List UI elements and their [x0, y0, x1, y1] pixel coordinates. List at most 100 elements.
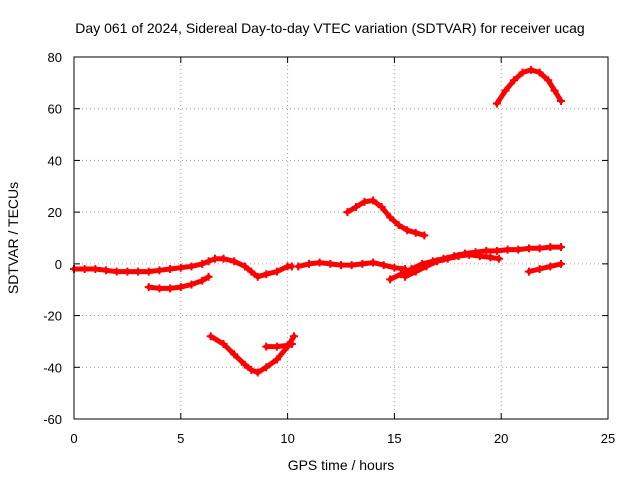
data-point	[422, 262, 431, 271]
data-point	[80, 265, 89, 274]
data-point	[386, 213, 395, 222]
data-point	[262, 270, 271, 279]
y-tick-label: -20	[43, 309, 62, 324]
data-point	[240, 360, 249, 369]
data-point	[411, 228, 420, 237]
data-point	[386, 275, 395, 284]
x-tick-label: 25	[601, 431, 615, 446]
data-point	[253, 368, 262, 377]
data-point	[379, 261, 388, 270]
data-point	[337, 261, 345, 270]
data-point	[272, 355, 281, 364]
series-arc-10	[526, 261, 564, 275]
y-tick-label: -60	[43, 412, 62, 427]
axis-ticks: 0 5 10 15 20 25 -60 -40 -20 0 20 40 60 80	[43, 50, 615, 446]
data-point	[550, 86, 559, 95]
data-point	[204, 257, 213, 266]
data-point	[351, 202, 360, 211]
data-point	[495, 254, 504, 263]
data-point	[272, 342, 281, 351]
data-point	[176, 283, 185, 292]
data-point	[524, 244, 533, 253]
data-point	[206, 332, 215, 341]
data-point	[253, 272, 262, 281]
data-point	[394, 221, 403, 230]
data-point	[166, 265, 175, 274]
data-point	[527, 65, 536, 74]
data-point	[304, 259, 313, 268]
data-point	[294, 262, 303, 271]
x-axis-title: GPS time / hours	[288, 457, 395, 473]
data-point	[546, 262, 555, 271]
data-point	[123, 267, 132, 276]
x-tick-label: 5	[177, 431, 184, 446]
data-point	[433, 257, 442, 266]
data-point	[369, 196, 378, 205]
data-point	[454, 252, 463, 261]
data-point	[465, 250, 474, 259]
data-point	[176, 263, 185, 272]
data-point	[230, 350, 239, 359]
data-point	[524, 267, 533, 276]
data-point	[287, 340, 296, 349]
data-point	[510, 76, 519, 85]
data-point	[492, 99, 501, 108]
data-point	[315, 258, 324, 267]
data-point	[503, 245, 512, 254]
data-point	[403, 226, 412, 235]
data-point	[514, 245, 523, 254]
data-point	[262, 363, 271, 372]
data-point	[396, 270, 405, 279]
y-tick-label: 80	[48, 50, 62, 65]
data-point	[557, 243, 566, 252]
data-point	[247, 267, 256, 276]
data-point	[557, 96, 566, 105]
data-point	[475, 252, 484, 261]
data-point	[326, 259, 335, 268]
plot-frame	[73, 56, 609, 420]
x-tick-label: 15	[387, 431, 401, 446]
data-point	[443, 254, 452, 263]
data-point	[102, 266, 111, 275]
data-point	[482, 246, 491, 255]
series-arc-3	[208, 333, 297, 375]
data-point	[198, 276, 207, 285]
data-point	[347, 261, 356, 270]
x-tick-label: 20	[494, 431, 508, 446]
data-point	[360, 197, 369, 206]
data-point	[544, 76, 553, 85]
data-point	[283, 341, 292, 350]
y-tick-label: 20	[48, 205, 62, 220]
data-point	[187, 280, 196, 289]
data-point	[210, 254, 219, 263]
y-tick-label: 40	[48, 153, 62, 168]
data-point	[219, 340, 228, 349]
data-point	[343, 208, 352, 217]
series-group	[70, 65, 566, 377]
data-point	[411, 267, 420, 276]
data-point	[290, 332, 299, 341]
data-point	[501, 86, 510, 95]
data-point	[486, 253, 495, 262]
data-point	[230, 257, 239, 266]
data-point	[204, 272, 213, 281]
data-point	[518, 68, 527, 77]
data-point	[144, 267, 153, 276]
data-point	[112, 267, 121, 276]
data-point	[369, 258, 378, 267]
y-tick-label: 60	[48, 102, 62, 117]
data-point	[134, 267, 143, 276]
data-point	[358, 259, 367, 268]
data-point	[492, 246, 501, 255]
data-point	[144, 283, 153, 292]
grid	[74, 57, 608, 419]
series-arc-8	[402, 252, 502, 280]
data-point	[240, 262, 249, 271]
x-tick-label: 0	[70, 431, 77, 446]
data-point	[535, 265, 544, 274]
data-point	[198, 259, 207, 268]
data-point	[187, 262, 196, 271]
series-arc-9	[494, 67, 564, 106]
y-tick-label: -40	[43, 360, 62, 375]
